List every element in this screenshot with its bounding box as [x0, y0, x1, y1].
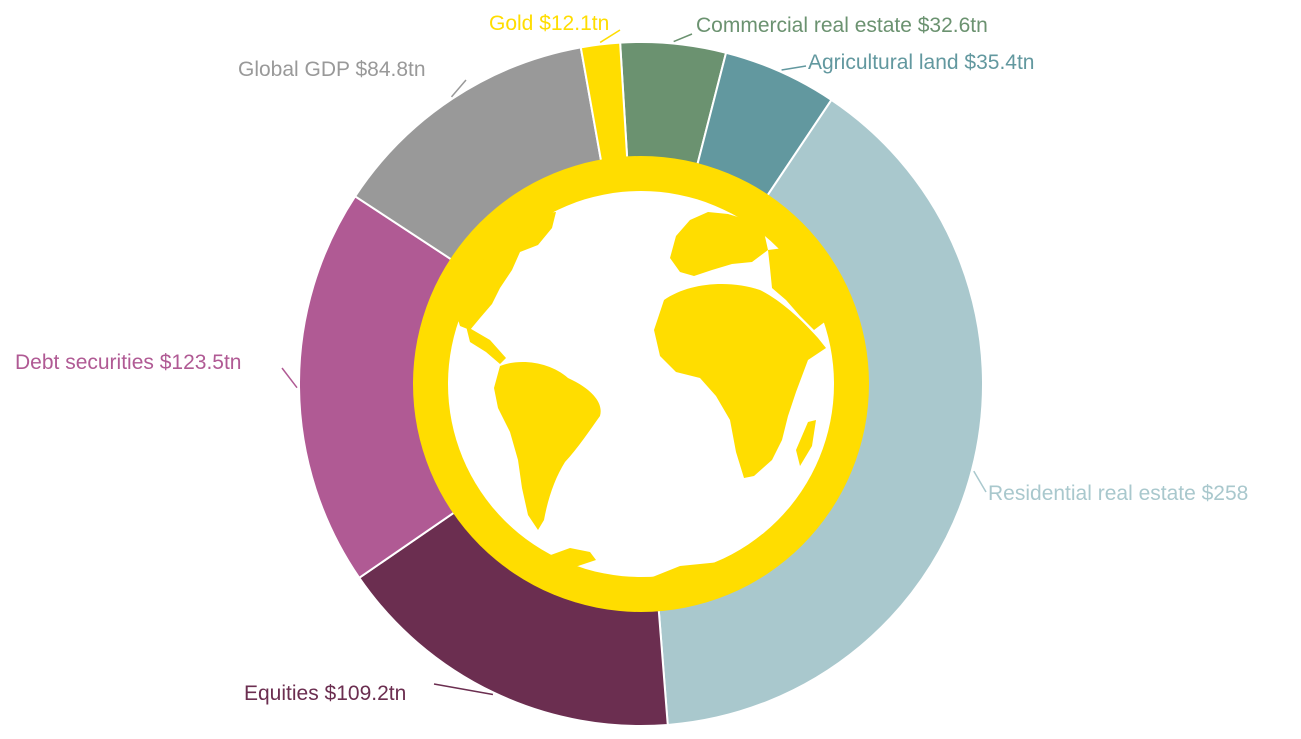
madagascar-shape [796, 420, 816, 466]
south-america-shape [494, 362, 601, 530]
asia-shape [768, 246, 836, 330]
leader-commercial-real-estate [673, 33, 693, 43]
label-equities: Equities $109.2tn [244, 682, 406, 705]
leader-residential-real-estate [973, 470, 987, 493]
europe-shape [670, 212, 768, 276]
continents [452, 212, 836, 590]
leader-gold [599, 29, 621, 44]
leader-agricultural-land [781, 65, 807, 71]
antarctica-shape [548, 548, 760, 590]
leader-equities [433, 683, 494, 696]
label-debt-securities: Debt securities $123.5tn [15, 351, 241, 374]
central-america-shape [466, 326, 506, 364]
north-america-shape [452, 212, 556, 330]
label-agricultural-land: Agricultural land $35.4tn [808, 51, 1034, 74]
africa-shape [654, 284, 826, 478]
label-global-gdp: Global GDP $84.8tn [238, 58, 426, 81]
leader-lines [281, 29, 987, 696]
slice-labels: Gold $12.1tn Commercial real estate $32.… [15, 12, 1248, 705]
label-residential-real-estate: Residential real estate $258 [988, 482, 1248, 505]
label-gold: Gold $12.1tn [489, 12, 609, 35]
label-commercial-real-estate: Commercial real estate $32.6tn [696, 14, 988, 37]
globe-icon [413, 156, 869, 612]
leader-global-gdp [450, 79, 467, 98]
leader-debt-securities [281, 367, 298, 389]
